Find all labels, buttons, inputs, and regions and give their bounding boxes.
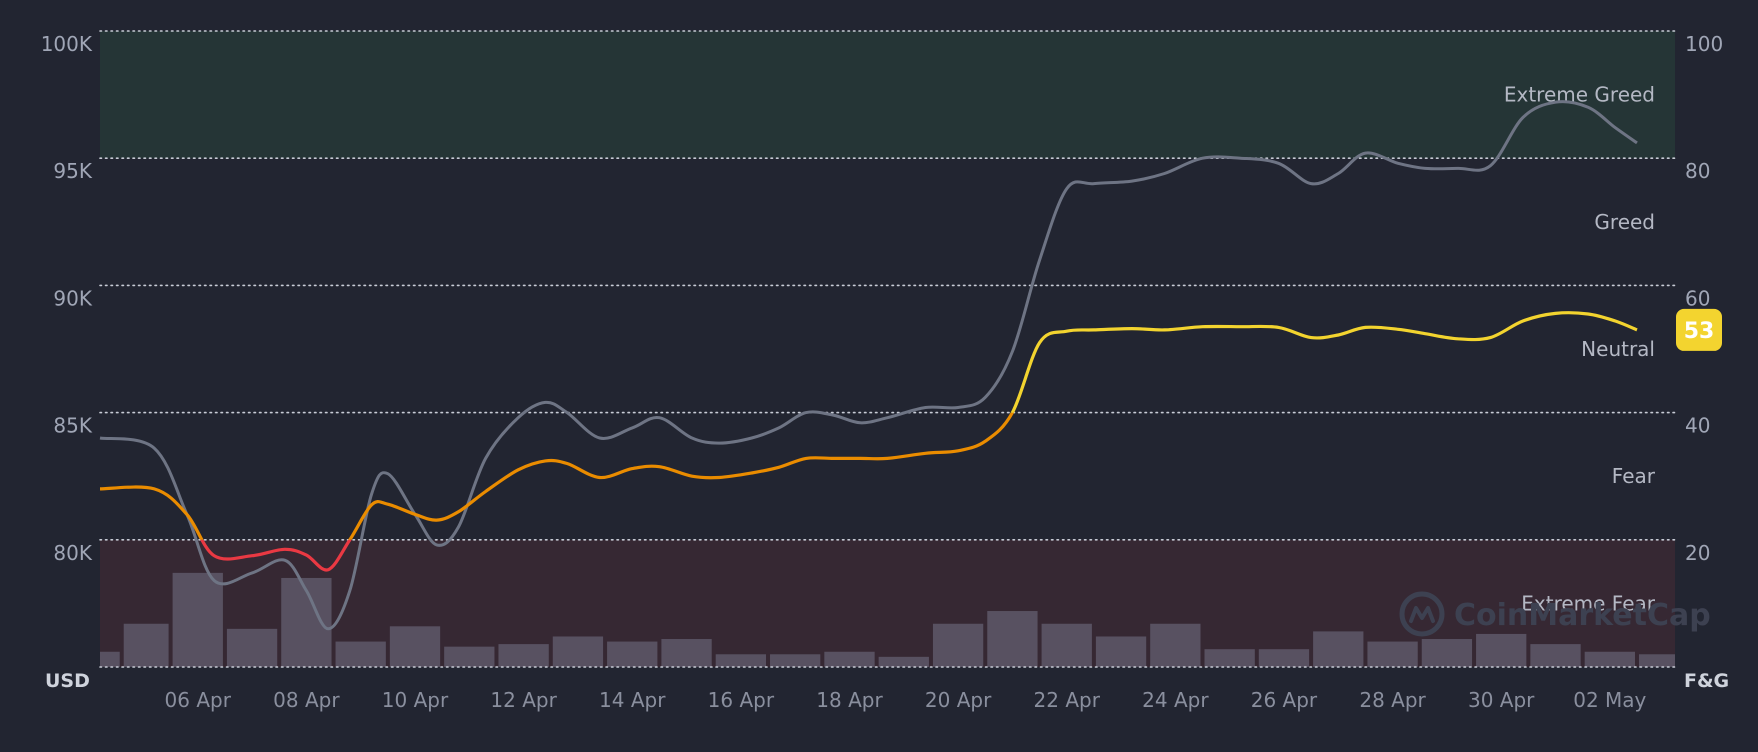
x-tick-label: 02 May bbox=[1573, 688, 1646, 712]
zone-label-extreme-greed: Extreme Greed bbox=[1504, 83, 1655, 107]
x-tick-label: 12 Apr bbox=[490, 688, 557, 712]
x-tick-label: 10 Apr bbox=[382, 688, 449, 712]
left-axis-ticks: 80K 85K 90K 95K 100K bbox=[41, 32, 93, 565]
x-tick-label: 22 Apr bbox=[1034, 688, 1101, 712]
volume-bar bbox=[715, 654, 767, 667]
watermark: CoinMarketCap bbox=[1399, 591, 1711, 637]
volume-bar bbox=[1150, 623, 1201, 667]
sentiment-zones bbox=[100, 31, 1675, 667]
volume-bars bbox=[100, 572, 1675, 667]
left-axis-unit: USD bbox=[45, 670, 90, 692]
volume-bar bbox=[1367, 641, 1418, 667]
volume-bar bbox=[1584, 651, 1635, 667]
volume-bar bbox=[824, 651, 875, 667]
left-tick-label: 95K bbox=[53, 159, 92, 183]
x-tick-label: 16 Apr bbox=[708, 688, 775, 712]
volume-bar bbox=[661, 639, 712, 667]
left-tick-label: 90K bbox=[53, 286, 92, 310]
x-tick-label: 08 Apr bbox=[273, 688, 340, 712]
volume-bar bbox=[987, 611, 1038, 667]
x-axis-ticks: 06 Apr 08 Apr 10 Apr 12 Apr 14 Apr 16 Apr 18 A… bbox=[165, 688, 1647, 712]
left-tick-label: 100K bbox=[41, 32, 93, 56]
x-tick-label: 06 Apr bbox=[165, 688, 232, 712]
volume-bar bbox=[226, 628, 278, 667]
watermark-text: CoinMarketCap bbox=[1454, 598, 1711, 633]
x-tick-label: 26 Apr bbox=[1251, 688, 1318, 712]
volume-bar bbox=[932, 623, 984, 667]
x-tick-label: 28 Apr bbox=[1359, 688, 1426, 712]
volume-bar bbox=[770, 654, 821, 667]
right-tick-label: 40 bbox=[1685, 414, 1710, 438]
volume-bar bbox=[1041, 623, 1092, 667]
volume-bar bbox=[878, 656, 929, 667]
volume-bar bbox=[1313, 631, 1364, 667]
x-tick-label: 30 Apr bbox=[1468, 688, 1535, 712]
zone-label-extreme-fear: Extreme Fear bbox=[1521, 591, 1656, 615]
volume-bar bbox=[1476, 633, 1527, 667]
series-lines bbox=[99, 100, 1638, 631]
volume-bar bbox=[444, 646, 495, 667]
zone-label-neutral: Neutral bbox=[1581, 337, 1655, 361]
left-tick-label: 85K bbox=[53, 414, 92, 438]
volume-bar bbox=[1421, 639, 1473, 667]
fear-greed-line-extreme-fear bbox=[200, 539, 352, 572]
x-tick-label: 14 Apr bbox=[599, 688, 666, 712]
zone-label-fear: Fear bbox=[1612, 464, 1656, 488]
coinmarketcap-logo-icon bbox=[1399, 591, 1445, 637]
volume-bar bbox=[1258, 649, 1310, 667]
volume-bar bbox=[100, 651, 120, 667]
volume-bar bbox=[1638, 654, 1675, 667]
volume-bar bbox=[498, 644, 549, 667]
zone-labels: Extreme Greed Greed Neutral Fear Extreme Fea… bbox=[1504, 83, 1656, 616]
right-axis-unit: F&G bbox=[1684, 670, 1729, 692]
volume-bar bbox=[552, 636, 604, 667]
volume-bar bbox=[607, 641, 658, 667]
badge-background bbox=[1676, 308, 1722, 351]
fear-greed-line-neutral bbox=[1010, 311, 1638, 413]
volume-bar bbox=[335, 641, 386, 667]
volume-bar bbox=[389, 626, 441, 667]
gridlines bbox=[99, 30, 1676, 668]
left-tick-label: 80K bbox=[53, 541, 92, 565]
x-tick-label: 18 Apr bbox=[816, 688, 883, 712]
zone-label-greed: Greed bbox=[1594, 210, 1655, 234]
right-tick-label: 20 bbox=[1685, 541, 1710, 565]
volume-bar bbox=[1095, 636, 1147, 667]
fear-greed-line-fear bbox=[99, 412, 1015, 540]
volume-bar bbox=[123, 623, 169, 667]
current-value-badge: 53 bbox=[1676, 308, 1722, 351]
zone-band-extreme-greed bbox=[100, 31, 1675, 159]
volume-bar bbox=[1530, 644, 1581, 667]
price-line bbox=[99, 100, 1638, 631]
right-tick-label: 80 bbox=[1685, 159, 1710, 183]
x-tick-label: 20 Apr bbox=[925, 688, 992, 712]
right-tick-label: 100 bbox=[1685, 32, 1723, 56]
right-axis-ticks: 20 40 60 80 100 bbox=[1685, 32, 1723, 565]
badge-value: 53 bbox=[1684, 319, 1715, 344]
volume-bar bbox=[1204, 649, 1255, 667]
volume-bar bbox=[172, 572, 223, 667]
x-tick-label: 24 Apr bbox=[1142, 688, 1209, 712]
right-tick-label: 60 bbox=[1685, 286, 1710, 310]
